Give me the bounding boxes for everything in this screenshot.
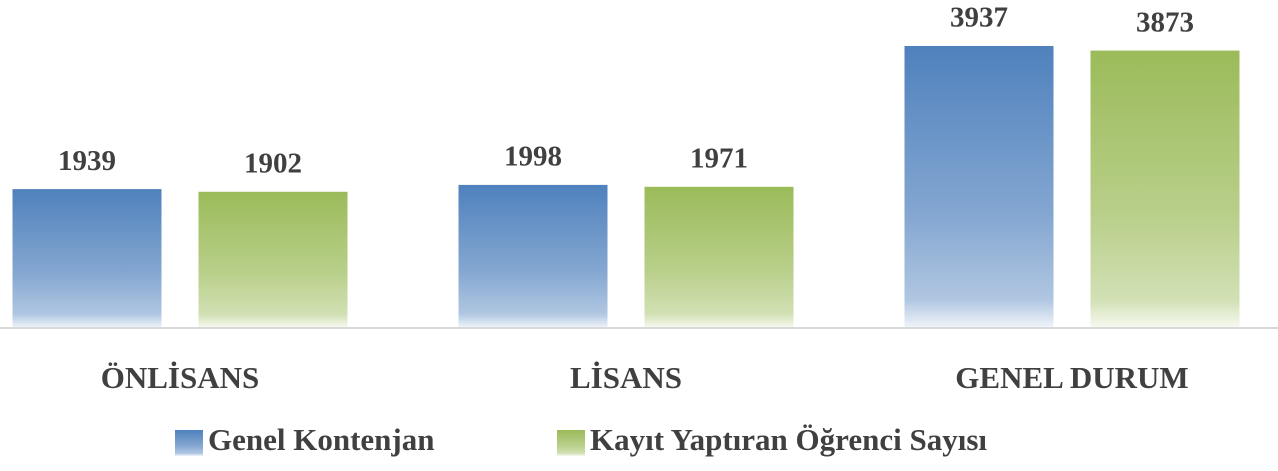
data-label: 3937 <box>950 2 1008 34</box>
data-label: 1902 <box>244 147 302 179</box>
bar <box>644 186 794 328</box>
bar <box>1090 50 1240 328</box>
data-label: 1971 <box>690 142 748 174</box>
bar <box>198 191 348 328</box>
data-label: 1998 <box>504 141 562 173</box>
x-tick-label: LİSANS <box>570 360 682 395</box>
bar <box>458 184 608 328</box>
legend-label: Kayıt Yaptıran Öğrenci Sayısı <box>590 422 987 457</box>
x-tick-label: ÖNLİSANS <box>101 360 260 395</box>
legend-label: Genel Kontenjan <box>208 422 434 457</box>
data-label: 1939 <box>58 145 116 177</box>
legend-swatch <box>557 430 585 456</box>
legend-swatch <box>175 430 203 456</box>
bar <box>12 189 162 328</box>
bar <box>904 46 1054 328</box>
data-label: 3873 <box>1136 6 1194 38</box>
x-tick-label: GENEL DURUM <box>955 360 1188 395</box>
